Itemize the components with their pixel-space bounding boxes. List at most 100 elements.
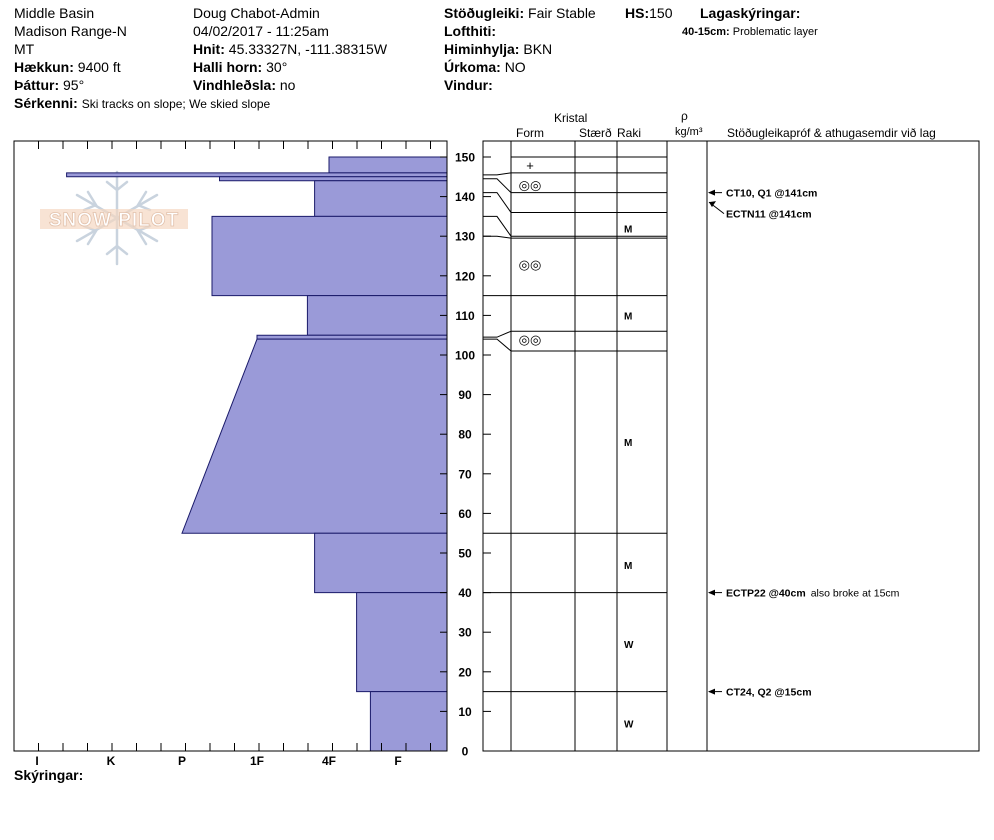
slope-value: 30° [266,59,288,75]
moisture-M: M [624,224,632,235]
test-result: CT24, Q2 @15cm [726,687,812,699]
hardness-label-4F: 4F [322,754,336,768]
hardness-axis: I K P 1F 4F F [13,141,431,768]
hardness-layers [66,156,448,752]
stability: Stöðugleiki: Fair Stable [444,5,596,21]
logo-text: SNOW PILOT [49,210,179,231]
test-arrow [708,189,715,196]
snow-height: HS:150 [625,5,672,21]
test-result: ECTP22 @40cm also broke at 15cm [726,588,900,600]
moisture-M: M [624,561,632,572]
location-name: Middle Basin [14,5,95,21]
depth-label-80: 80 [458,428,472,442]
layer-line [483,338,667,352]
aspect-value: 95° [63,77,85,93]
test-arrow [708,589,715,596]
grain-form-symbol: ◎◎ [519,178,542,193]
depth-label-70: 70 [458,467,472,481]
air-temp-label: Lofthiti: [444,23,497,39]
observer: Doug Chabot-Admin [193,5,320,21]
depth-label-30: 30 [458,626,472,640]
precipitation: Úrkoma: NO [444,59,526,75]
depth-label-120: 120 [455,269,475,283]
coords-label: Hnit: [193,41,225,57]
layer-boundaries [483,156,667,752]
snowpilot-logo: SNOW PILOT [40,170,188,266]
coordinates: Hnit: 45.33327N, -111.38315W [193,41,387,57]
precip-value: NO [504,59,526,75]
depth-label-130: 130 [455,230,475,244]
sky-cover: Himinhylja: BKN [444,41,552,57]
hardness-layer-9 [356,592,448,693]
layer-table-frame [482,140,980,752]
elevation-label: Hækkun: [14,59,74,75]
test-arrow [708,688,715,695]
test-result: CT10, Q1 @141cm [726,188,817,200]
crystal-header: Kristal [554,111,588,125]
hardness-label-P: P [178,754,186,768]
hardness-layer-1 [66,172,448,178]
hardness-label-F: F [394,754,401,768]
layer-line [483,215,667,237]
hardness-label-1F: 1F [250,754,264,768]
test-arrow [709,201,716,208]
tests-header: Stöðugleikapróf & athugasemdir við lag [727,126,936,140]
test-result: ECTN11 @141cm [726,209,812,221]
hardness-layer-2 [219,176,448,182]
hs-value: 150 [649,5,673,21]
layer-note-text: Problematic layer [732,26,818,38]
hs-label: HS: [625,5,650,21]
form-header: Form [516,126,544,140]
depth-label-50: 50 [458,547,472,561]
layer-line [483,235,667,239]
features: Sérkenni: Ski tracks on slope; We skied … [14,95,270,112]
depth-label-100: 100 [455,349,475,363]
hardness-layer-10 [369,691,448,752]
layer-line [483,330,667,338]
moisture-W: W [624,640,634,651]
stability-label: Stöðugleiki: [444,5,525,21]
hardness-layer-5 [306,295,448,336]
state-name: MT [14,41,35,57]
elevation: Hækkun: 9400 ft [14,59,121,75]
wind-loading-value: no [279,77,296,93]
features-label: Sérkenni: [14,95,78,111]
depth-label-140: 140 [455,190,475,204]
datetime: 04/02/2017 - 11:25am [193,23,329,39]
slope-label: Halli horn: [193,59,263,75]
size-header: Stærð [579,126,612,140]
layer-line [483,192,667,213]
layer-line [483,172,667,176]
test-label: ECTN11 @141cm [726,209,812,221]
coords-value: 45.33327N, -111.38315W [228,41,388,57]
elevation-value: 9400 ft [77,59,121,75]
hardness-layer-6 [256,334,448,340]
hardness-layer-3 [314,180,448,217]
depth-label-110: 110 [455,309,475,323]
test-extra: also broke at 15cm [811,588,900,600]
sky-label: Himinhylja: [444,41,520,57]
layer-line [483,178,667,194]
wind-loading: Vindhleðsla: no [193,77,295,93]
depth-label-10: 10 [458,705,472,719]
wind-loading-label: Vindhleðsla: [193,77,276,93]
moisture-M: M [624,311,632,322]
test-label: CT10, Q1 @141cm [726,188,817,200]
sky-value: BKN [523,41,553,57]
depth-label-20: 20 [458,665,472,679]
depth-label-90: 90 [458,388,472,402]
hardness-layer-7 [181,338,448,534]
layer-note-range: 40-15cm: [682,26,730,38]
hardness-label-I: I [35,754,38,768]
moisture-values: M M M M W W [624,224,634,730]
depth-label-0: 0 [462,745,469,759]
rho-header: ρ [681,109,688,123]
stability-tests: CT10, Q1 @141cm ECTN11 @141cm ECTP22 @40cm… [708,188,900,699]
test-label: CT24, Q2 @15cm [726,687,812,699]
density-unit-header: kg/m³ [675,126,703,138]
aspect-label: Þáttur: [14,77,60,93]
moisture-header: Raki [617,126,642,140]
grain-form-symbol: + [526,158,534,173]
layer-notes-label: Lagaskýringar: [700,5,801,21]
